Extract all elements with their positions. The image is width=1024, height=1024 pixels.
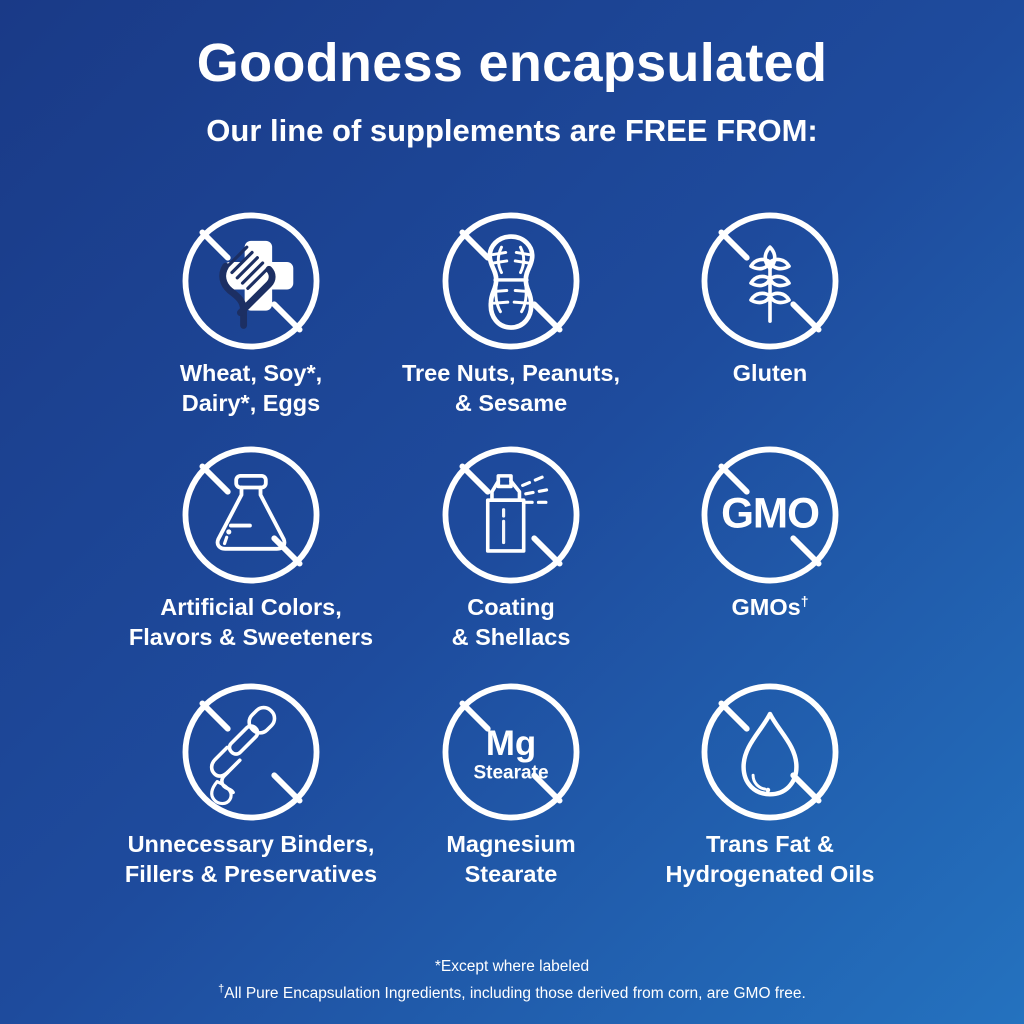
svg-text:GMO: GMO <box>721 490 819 537</box>
svg-text:Mg: Mg <box>486 724 536 763</box>
svg-text:Stearate: Stearate <box>473 762 548 783</box>
